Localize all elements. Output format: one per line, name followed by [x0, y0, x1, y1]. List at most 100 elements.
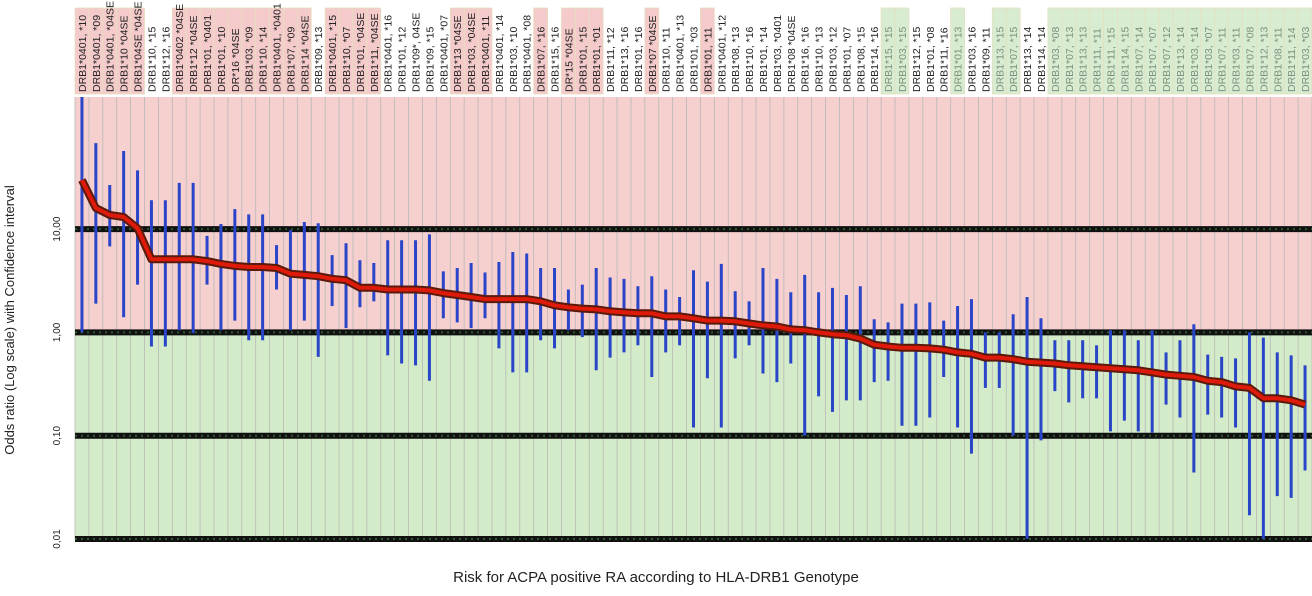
x-tick-label: DRB1*12, *16 — [160, 26, 172, 92]
x-tick-label: DRB1*03, *09 — [244, 26, 256, 92]
x-tick-label: DRB1*0402 *04SE — [174, 4, 186, 92]
x-tick-label: DRB1*15, *15 — [883, 26, 895, 92]
x-tick-label: DR*16 *04SE — [230, 28, 242, 92]
x-tick-label: DRB1*11, *15 — [1105, 27, 1117, 92]
x-tick-label: DRB1*07, *15 — [1008, 26, 1020, 92]
x-tick-label: DRB1*11, *12 — [605, 27, 617, 92]
x-tick-label: DRB1*03, *16 — [966, 26, 978, 92]
x-tick-label: DRB1*07 *04SE — [647, 16, 659, 92]
x-tick-label: DRB1*01, *12 — [397, 26, 409, 92]
x-tick-label: DRB1*07, *07 — [1147, 26, 1159, 92]
x-tick-label: DRB1*11, *11 — [1092, 28, 1104, 92]
label-highlight — [296, 7, 312, 95]
x-tick-label: DRB1*12, *13 — [1258, 26, 1270, 92]
category-labels: DRB1*0401, *10 DRB1*0401, *09 DRB1*0401, *… — [74, 1, 1312, 95]
x-tick-label: DRB1*09*, 04SE — [411, 13, 423, 92]
x-tick-label: DRB1*01, *04SE — [355, 13, 367, 92]
x-tick-label: DRB1*01, *0401 — [202, 15, 214, 92]
label-highlight — [477, 7, 493, 95]
x-tick-label: DRB1*07, *08 — [1244, 26, 1256, 92]
x-tick-label: DRB1*07, *12 — [1161, 26, 1173, 92]
x-tick-label: DRB1*08 *04SE — [786, 16, 798, 92]
x-tick-label: DRB1*03, *12 — [827, 26, 839, 92]
x-tick-label: DRB1*14 *04SE — [299, 16, 311, 92]
x-tick-label: DRB1*03, *07 — [1203, 26, 1215, 92]
x-tick-label: DRB1*13, *15 — [994, 26, 1006, 92]
x-tick-label: DRB1*07, *13 — [1064, 26, 1076, 92]
x-tick-label: DRB1*13, *16 — [619, 26, 631, 92]
label-highlight — [700, 7, 715, 95]
x-tick-label: DRB1*01, *03 — [689, 26, 701, 92]
x-tick-label: DRB1*09, *13 — [313, 26, 325, 92]
x-tick-label: DRB1*0401, *11 — [480, 16, 492, 92]
x-tick-label: DRB1*0401, *14 — [494, 15, 506, 92]
x-tick-label: DRB1*10, *15 — [146, 26, 158, 92]
x-tick-label: DRB1*01, *10 — [216, 26, 228, 92]
y-tick-label: 0,10 — [52, 426, 63, 446]
x-tick-label: DRB1*15, *16 — [550, 26, 562, 92]
x-tick-label: DRB1*0401, *0401 — [272, 3, 284, 92]
x-tick-label: DRB1*07, *14 — [1133, 26, 1145, 92]
x-tick-label: DRB1*03, *11 — [1231, 27, 1243, 92]
x-tick-label: DRB1*0401, *08 — [522, 15, 534, 92]
y-tick-label: 0,01 — [52, 529, 63, 549]
x-tick-label: DRB1*03, *04SE — [466, 13, 478, 92]
x-tick-label: DRB1*13, *14 — [1175, 26, 1187, 92]
label-highlight — [644, 7, 660, 95]
x-tick-label: DRB1*03, *14 — [1189, 26, 1201, 92]
x-tick-label: DRB1*03, *08 — [1050, 26, 1062, 92]
x-tick-label: DRB1*10, *07 — [341, 26, 353, 92]
x-tick-label: DRB1*14, *15 — [1119, 26, 1131, 92]
x-tick-label: DRB1*01, *13 — [953, 26, 965, 92]
x-tick-label: DRB1*13 *04SE — [452, 16, 464, 92]
x-tick-label: DRB1*09, *15 — [424, 26, 436, 92]
x-tick-label: DRB1*07, *09 — [285, 26, 297, 92]
x-tick-label: DRB1*10, *14 — [258, 26, 270, 92]
x-tick-label: DRB1*0401, *12 — [716, 15, 728, 92]
x-tick-label: DRB1*03, *03 — [1300, 26, 1312, 92]
x-tick-label: DRB1*12 *04SE — [188, 16, 200, 92]
plot-marks: 0,01 0,10 1,00 10,00 — [52, 97, 1312, 549]
x-tick-label: DRB1*04SE *04SE — [133, 2, 145, 92]
x-tick-label: DRB1*10 *04SE — [119, 16, 131, 92]
x-tick-label: DRB1*10, *13 — [814, 26, 826, 92]
label-highlight — [1005, 7, 1021, 95]
x-tick-label: DRB1*03, *0401 — [772, 15, 784, 92]
y-axis-label: Odds ratio (Log scale) with Confidence i… — [2, 185, 17, 455]
x-tick-label: DRB1*0401, *10 — [77, 15, 89, 92]
label-highlight — [130, 7, 145, 95]
x-tick-label: DRB1*12, *15 — [911, 26, 923, 92]
x-tick-label: DRB1*01, *14 — [758, 26, 770, 92]
x-tick-label: DRB1*0401, *09 — [91, 15, 103, 92]
x-tick-label: DRB1*01, *07 — [841, 26, 853, 92]
x-tick-label: DRB1*13, *13 — [1078, 26, 1090, 92]
label-highlight — [894, 7, 910, 95]
x-tick-label: DRB1*07, *11 — [1217, 27, 1229, 92]
x-tick-label: DRB1*08, *13 — [730, 26, 742, 92]
x-tick-label: DRB1*08, *15 — [855, 26, 867, 92]
x-tick-label: DRB1*0401, *13 — [675, 15, 687, 92]
x-tick-label: DRB1*01, *01 — [591, 26, 603, 92]
x-tick-label: DRB1*10, *11 — [661, 27, 673, 92]
odds-ratio-line — [80, 179, 1306, 407]
x-tick-label: DRB1*01, *16 — [633, 26, 645, 92]
x-tick-label: DRB1*14, *14 — [1036, 26, 1048, 92]
x-tick-label: DRB1*16, *16 — [800, 26, 812, 92]
x-tick-label: DR*15 *04SE — [563, 28, 575, 92]
x-tick-label: DRB1*14, *16 — [869, 26, 881, 92]
x-tick-label: DRB1*01, *11 — [702, 27, 714, 92]
y-tick-label: 1,00 — [52, 322, 63, 342]
x-tick-label: DRB1*03, *15 — [897, 26, 909, 92]
x-tick-label: DRB1*11, *16 — [939, 27, 951, 92]
y-tick-label: 10,00 — [52, 216, 63, 241]
x-tick-label: DRB1*11, *04SE — [369, 13, 381, 92]
x-tick-label: DRB1*08, *11 — [1272, 27, 1284, 92]
x-tick-label: DRB1*01, *08 — [925, 26, 937, 92]
label-highlight — [588, 7, 604, 95]
x-tick-label: DRB1*0401, *16 — [383, 15, 395, 92]
x-axis-label: Risk for ACPA positive RA according to H… — [453, 569, 859, 586]
label-highlight — [366, 7, 382, 95]
x-tick-label: DRB1*11, *14 — [1286, 27, 1298, 92]
x-tick-label: DRB1*01, *15 — [577, 26, 589, 92]
